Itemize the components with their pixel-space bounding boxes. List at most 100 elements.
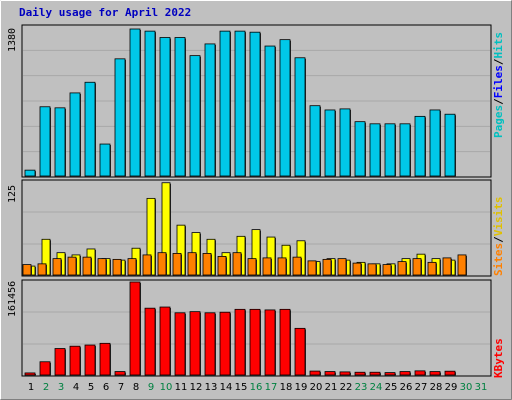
kbytes-bar-day-22 xyxy=(339,371,351,376)
sites-bar-day-14 xyxy=(217,255,227,276)
x-tick-day-17: 17 xyxy=(264,382,278,393)
hits-bar-day-14 xyxy=(219,30,231,177)
x-tick-day-19: 19 xyxy=(294,382,308,393)
hits-bar-day-23 xyxy=(354,121,366,177)
panel2-legend: Sites/Visits xyxy=(492,196,505,277)
sites-bar-day-21 xyxy=(322,258,332,276)
hits-bar-day-25 xyxy=(384,123,396,177)
hits-bar-day-22 xyxy=(339,108,351,177)
sites-bar-day-22 xyxy=(337,258,347,276)
hits-bar-day-6 xyxy=(99,143,111,177)
x-tick-day-25: 25 xyxy=(384,382,398,393)
legend-sep-1: / xyxy=(492,98,505,105)
panel2-max-label: 125 xyxy=(7,184,18,203)
sites-bar-day-9 xyxy=(142,254,152,276)
x-tick-day-8: 8 xyxy=(132,382,140,393)
x-tick-day-16: 16 xyxy=(249,382,263,393)
kbytes-bar-day-18 xyxy=(279,308,291,376)
legend-sites: Sites xyxy=(492,242,505,276)
kbytes-bar-day-4 xyxy=(69,345,81,376)
bars-layer xyxy=(22,28,467,376)
x-tick-day-7: 7 xyxy=(117,382,125,393)
hits-bar-day-20 xyxy=(309,105,321,177)
hits-bar-day-17 xyxy=(264,45,276,177)
hits-bar-day-4 xyxy=(69,92,81,177)
x-tick-day-24: 24 xyxy=(369,382,383,393)
kbytes-bar-day-21 xyxy=(324,371,336,376)
legend-hits: Hits xyxy=(492,32,505,59)
kbytes-bar-day-3 xyxy=(54,348,66,376)
kbytes-bar-day-9 xyxy=(144,307,156,376)
x-tick-day-28: 28 xyxy=(429,382,443,393)
sites-bar-day-19 xyxy=(292,256,302,276)
x-tick-day-13: 13 xyxy=(204,382,218,393)
sites-bar-day-25 xyxy=(382,264,392,276)
kbytes-bar-day-20 xyxy=(309,370,321,376)
x-tick-day-4: 4 xyxy=(72,382,80,393)
panel1-legend: Pages/Files/Hits xyxy=(492,32,505,138)
legend-sep-2: / xyxy=(492,58,505,66)
sites-bar-day-28 xyxy=(427,261,437,276)
x-tick-day-11: 11 xyxy=(174,382,188,393)
x-tick-day-23: 23 xyxy=(354,382,368,393)
kbytes-bar-day-5 xyxy=(84,344,96,376)
kbytes-bar-day-14 xyxy=(219,311,231,376)
hits-bar-day-1 xyxy=(24,169,36,177)
hits-bar-day-9 xyxy=(144,30,156,177)
hits-bar-day-12 xyxy=(189,55,201,177)
kbytes-bar-day-26 xyxy=(399,371,411,376)
hits-bar-day-8 xyxy=(129,28,141,177)
hits-bar-day-28 xyxy=(429,109,441,177)
kbytes-bar-day-13 xyxy=(204,312,216,376)
kbytes-bar-day-17 xyxy=(264,309,276,376)
x-tick-day-6: 6 xyxy=(102,382,110,393)
x-tick-day-26: 26 xyxy=(399,382,413,393)
legend-kbytes: KBytes xyxy=(492,338,505,378)
x-tick-day-22: 22 xyxy=(339,382,353,393)
hits-bar-day-2 xyxy=(39,106,51,177)
x-tick-day-20: 20 xyxy=(309,382,323,393)
x-tick-day-21: 21 xyxy=(324,382,338,393)
sites-bar-day-2 xyxy=(37,263,47,276)
hits-bar-day-10 xyxy=(159,37,171,177)
kbytes-bar-day-12 xyxy=(189,311,201,376)
legend-sep-3: / xyxy=(492,236,505,243)
sites-bar-day-8 xyxy=(127,258,137,276)
sites-bar-day-26 xyxy=(397,261,407,276)
hits-bar-day-21 xyxy=(324,109,336,177)
hits-bar-day-15 xyxy=(234,30,246,177)
sites-bar-day-15 xyxy=(232,252,242,276)
hits-bar-day-16 xyxy=(249,31,261,177)
kbytes-bar-day-25 xyxy=(384,372,396,376)
hits-bar-day-26 xyxy=(399,123,411,177)
sites-bar-day-18 xyxy=(277,257,287,276)
kbytes-bar-day-1 xyxy=(24,372,36,376)
x-tick-day-31: 31 xyxy=(474,382,488,393)
kbytes-bar-day-2 xyxy=(39,361,51,376)
kbytes-bar-day-6 xyxy=(99,342,111,376)
kbytes-bar-day-7 xyxy=(114,371,126,376)
hits-bar-day-11 xyxy=(174,37,186,177)
kbytes-bar-day-11 xyxy=(174,312,186,376)
x-tick-day-12: 12 xyxy=(189,382,203,393)
legend-files: Files xyxy=(492,65,505,99)
sites-bar-day-12 xyxy=(187,252,197,276)
sites-bar-day-11 xyxy=(172,253,182,276)
legend-visits: Visits xyxy=(492,196,505,237)
hits-bar-day-7 xyxy=(114,58,126,177)
x-tick-day-15: 15 xyxy=(234,382,248,393)
sites-bar-day-23 xyxy=(352,262,362,276)
x-tick-day-14: 14 xyxy=(219,382,233,393)
kbytes-bar-day-29 xyxy=(444,370,456,376)
hits-bar-day-29 xyxy=(444,113,456,177)
x-tick-day-18: 18 xyxy=(279,382,293,393)
x-tick-day-5: 5 xyxy=(87,382,95,393)
sites-bar-day-29 xyxy=(442,257,452,276)
x-tick-day-2: 2 xyxy=(42,382,50,393)
kbytes-bar-day-24 xyxy=(369,371,381,376)
kbytes-bar-day-16 xyxy=(249,308,261,376)
panel3-legend: KBytes xyxy=(492,338,505,378)
x-tick-day-29: 29 xyxy=(444,382,458,393)
sites-bar-day-16 xyxy=(247,258,257,276)
